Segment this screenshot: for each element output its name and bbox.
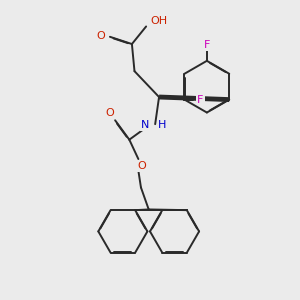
Text: O: O (106, 107, 114, 118)
Text: H: H (158, 120, 166, 130)
Text: O: O (138, 161, 147, 171)
Text: F: F (204, 40, 210, 50)
Text: F: F (197, 94, 204, 105)
Text: O: O (97, 31, 105, 40)
Text: N: N (141, 120, 149, 130)
Text: OH: OH (151, 16, 168, 26)
